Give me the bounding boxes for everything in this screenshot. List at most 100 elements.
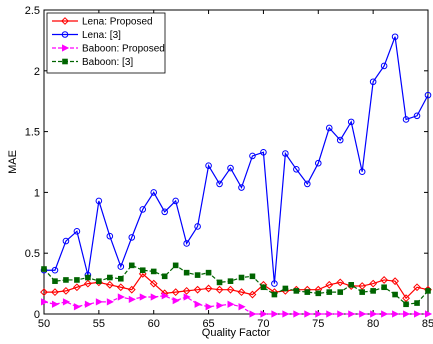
x-tick-label: 70 <box>257 318 269 330</box>
data-point <box>336 136 344 144</box>
data-point <box>315 310 323 318</box>
data-point <box>41 266 47 272</box>
data-point <box>216 180 223 188</box>
data-point <box>205 269 212 276</box>
legend-label: Lena: Proposed <box>82 17 153 28</box>
y-tick-label: 1 <box>34 187 40 199</box>
data-point <box>161 292 169 300</box>
data-point <box>348 310 356 318</box>
data-point <box>128 262 135 269</box>
data-point <box>304 310 312 318</box>
data-point <box>51 288 59 297</box>
data-point <box>139 293 147 301</box>
data-point <box>413 283 421 292</box>
data-point <box>51 266 59 274</box>
data-point <box>282 310 290 318</box>
data-point <box>84 300 92 308</box>
data-point <box>74 277 80 283</box>
data-point <box>369 279 378 288</box>
x-tick-label: 65 <box>202 318 214 330</box>
data-point <box>107 274 113 281</box>
x-tick-label: 85 <box>422 318 433 330</box>
data-point <box>425 288 431 294</box>
data-point <box>315 290 322 297</box>
data-point <box>128 295 136 304</box>
data-point <box>370 288 376 294</box>
data-point <box>183 240 190 247</box>
data-point <box>392 291 398 298</box>
x-tick-label: 50 <box>38 318 50 330</box>
data-point <box>150 293 158 301</box>
data-point <box>106 298 114 306</box>
data-point <box>391 33 399 41</box>
series-line <box>44 36 429 284</box>
data-point <box>127 285 136 294</box>
data-point <box>161 273 168 280</box>
y-tick-label: 2 <box>34 66 40 78</box>
data-point <box>414 310 422 318</box>
data-point <box>249 273 256 280</box>
data-point <box>193 285 202 294</box>
data-point <box>249 152 256 160</box>
data-point <box>51 300 60 308</box>
data-point <box>347 118 355 126</box>
data-point <box>150 268 157 275</box>
data-point <box>325 280 334 289</box>
data-point <box>105 280 114 289</box>
data-point <box>260 310 268 318</box>
data-point <box>116 283 125 292</box>
data-point <box>348 282 354 288</box>
data-point <box>118 275 124 282</box>
data-point <box>282 150 289 157</box>
data-point <box>83 279 92 288</box>
data-point <box>413 112 421 120</box>
data-point <box>172 197 179 205</box>
data-point <box>73 228 81 235</box>
legend-items: Lena: Proposed Lena: [3] Baboon: Proposed B… <box>52 17 165 68</box>
data-point <box>139 206 147 213</box>
data-point <box>62 237 70 245</box>
legend-label: Baboon: Proposed <box>82 44 165 55</box>
data-point <box>194 223 201 230</box>
data-point <box>128 234 136 241</box>
data-point <box>271 310 279 318</box>
data-point <box>172 262 179 269</box>
data-point <box>325 124 333 132</box>
data-point <box>238 274 245 281</box>
data-point <box>194 300 202 308</box>
data-point <box>216 279 223 286</box>
data-point <box>248 290 257 299</box>
data-point <box>260 284 267 291</box>
data-point <box>227 278 234 284</box>
data-point <box>380 276 389 284</box>
data-point <box>391 277 399 286</box>
data-point <box>149 279 158 288</box>
data-point <box>182 286 191 295</box>
data-point <box>40 288 48 297</box>
data-point <box>226 285 235 294</box>
data-point <box>194 272 201 278</box>
data-point <box>85 274 91 281</box>
data-point <box>381 284 387 291</box>
data-point <box>392 310 400 318</box>
x-tick-label: 75 <box>312 318 324 330</box>
y-tick-label: 0 <box>34 309 40 321</box>
data-point <box>369 78 377 86</box>
data-point <box>402 116 410 123</box>
data-point <box>402 294 410 303</box>
x-tick-label: 60 <box>148 318 160 330</box>
data-point <box>227 164 234 172</box>
data-point <box>161 208 168 216</box>
data-point <box>337 289 344 295</box>
data-point <box>326 289 333 295</box>
data-point <box>73 303 82 311</box>
legend-label: Lena: [3] <box>82 30 121 41</box>
data-point <box>271 280 278 287</box>
data-point <box>62 286 70 295</box>
data-point <box>403 301 409 308</box>
data-point <box>293 165 300 173</box>
data-point <box>314 159 322 167</box>
legend-label: Baboon: [3] <box>82 57 133 68</box>
y-tick-label: 2.5 <box>25 5 40 17</box>
